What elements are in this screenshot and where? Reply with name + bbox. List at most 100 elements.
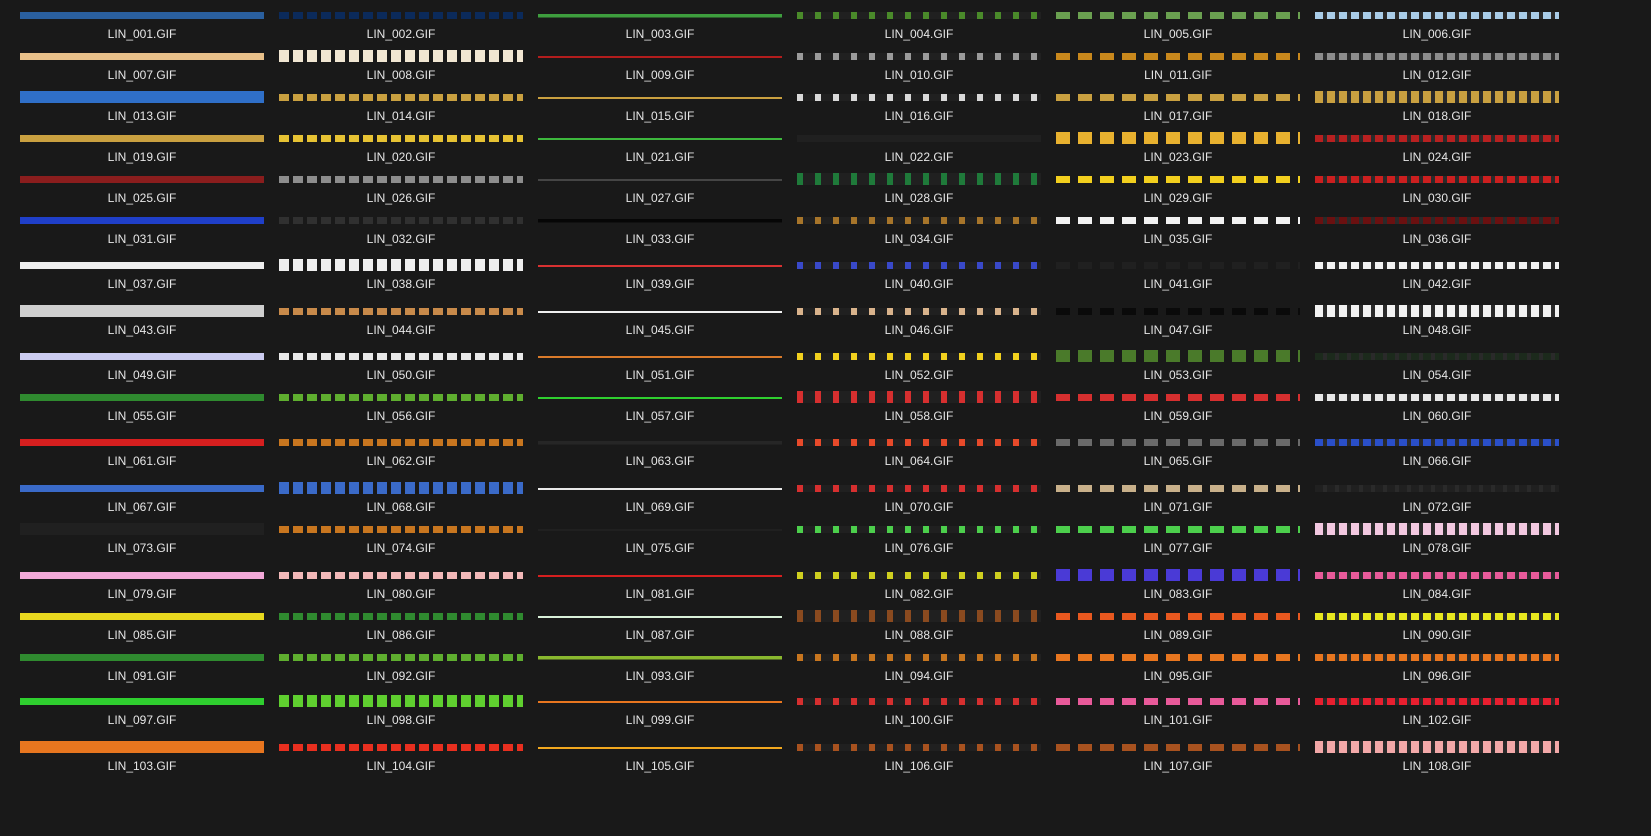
file-item[interactable]: LIN_009.GIF (518, 53, 782, 93)
file-item[interactable]: LIN_066.GIF (1295, 439, 1559, 479)
file-item[interactable]: LIN_089.GIF (1036, 613, 1300, 653)
file-item[interactable]: LIN_102.GIF (1295, 698, 1559, 738)
file-item[interactable]: LIN_003.GIF (518, 9, 782, 52)
file-item[interactable]: LIN_046.GIF (777, 308, 1041, 348)
file-item[interactable]: LIN_008.GIF (259, 50, 523, 93)
file-item[interactable]: LIN_071.GIF (1036, 485, 1300, 525)
file-item[interactable]: LIN_031.GIF (0, 217, 264, 257)
file-item[interactable]: LIN_006.GIF (1295, 12, 1559, 52)
file-item[interactable]: LIN_042.GIF (1295, 262, 1559, 302)
file-item[interactable]: LIN_058.GIF (777, 391, 1041, 434)
file-item[interactable]: LIN_055.GIF (0, 394, 264, 434)
file-item[interactable]: LIN_048.GIF (1295, 305, 1559, 348)
file-item[interactable]: LIN_097.GIF (0, 698, 264, 738)
file-item[interactable]: LIN_074.GIF (259, 526, 523, 566)
file-item[interactable]: LIN_088.GIF (777, 610, 1041, 653)
file-item[interactable]: LIN_107.GIF (1036, 744, 1300, 784)
file-item[interactable]: LIN_090.GIF (1295, 613, 1559, 653)
file-item[interactable]: LIN_082.GIF (777, 572, 1041, 612)
file-item[interactable]: LIN_016.GIF (777, 94, 1041, 134)
file-item[interactable]: LIN_079.GIF (0, 572, 264, 612)
file-item[interactable]: LIN_035.GIF (1036, 217, 1300, 257)
file-item[interactable]: LIN_036.GIF (1295, 217, 1559, 257)
file-item[interactable]: LIN_068.GIF (259, 482, 523, 525)
file-item[interactable]: LIN_012.GIF (1295, 53, 1559, 93)
file-item[interactable]: LIN_037.GIF (0, 262, 264, 302)
file-item[interactable]: LIN_039.GIF (518, 262, 782, 302)
file-item[interactable]: LIN_084.GIF (1295, 572, 1559, 612)
file-item[interactable]: LIN_070.GIF (777, 485, 1041, 525)
file-item[interactable]: LIN_105.GIF (518, 744, 782, 784)
file-item[interactable]: LIN_083.GIF (1036, 569, 1300, 612)
file-item[interactable]: LIN_023.GIF (1036, 132, 1300, 175)
file-item[interactable]: LIN_106.GIF (777, 744, 1041, 784)
file-item[interactable]: LIN_067.GIF (0, 485, 264, 525)
file-item[interactable]: LIN_038.GIF (259, 259, 523, 302)
file-item[interactable]: LIN_075.GIF (518, 526, 782, 566)
file-item[interactable]: LIN_011.GIF (1036, 53, 1300, 93)
file-item[interactable]: LIN_054.GIF (1295, 353, 1559, 393)
file-item[interactable]: LIN_073.GIF (0, 523, 264, 566)
file-item[interactable]: LIN_108.GIF (1295, 741, 1559, 784)
file-item[interactable]: LIN_080.GIF (259, 572, 523, 612)
file-item[interactable]: LIN_014.GIF (259, 94, 523, 134)
file-item[interactable]: LIN_085.GIF (0, 613, 264, 653)
file-item[interactable]: LIN_091.GIF (0, 654, 264, 694)
file-item[interactable]: LIN_004.GIF (777, 12, 1041, 52)
file-item[interactable]: LIN_064.GIF (777, 439, 1041, 479)
file-item[interactable]: LIN_076.GIF (777, 526, 1041, 566)
file-item[interactable]: LIN_010.GIF (777, 53, 1041, 93)
file-item[interactable]: LIN_069.GIF (518, 485, 782, 525)
file-item[interactable]: LIN_041.GIF (1036, 262, 1300, 302)
file-item[interactable]: LIN_021.GIF (518, 135, 782, 175)
file-item[interactable]: LIN_056.GIF (259, 394, 523, 434)
file-item[interactable]: LIN_060.GIF (1295, 394, 1559, 434)
file-item[interactable]: LIN_018.GIF (1295, 91, 1559, 134)
file-item[interactable]: LIN_025.GIF (0, 176, 264, 216)
file-item[interactable]: LIN_077.GIF (1036, 526, 1300, 566)
file-item[interactable]: LIN_032.GIF (259, 217, 523, 257)
file-item[interactable]: LIN_053.GIF (1036, 350, 1300, 393)
file-item[interactable]: LIN_081.GIF (518, 572, 782, 612)
file-item[interactable]: LIN_092.GIF (259, 654, 523, 694)
file-item[interactable]: LIN_052.GIF (777, 353, 1041, 393)
file-item[interactable]: LIN_059.GIF (1036, 394, 1300, 434)
file-item[interactable]: LIN_017.GIF (1036, 94, 1300, 134)
file-item[interactable]: LIN_044.GIF (259, 308, 523, 348)
file-item[interactable]: LIN_093.GIF (518, 651, 782, 694)
file-item[interactable]: LIN_057.GIF (518, 394, 782, 434)
file-item[interactable]: LIN_062.GIF (259, 439, 523, 479)
file-item[interactable]: LIN_098.GIF (259, 695, 523, 738)
file-item[interactable]: LIN_001.GIF (0, 12, 264, 52)
file-item[interactable]: LIN_086.GIF (259, 613, 523, 653)
file-item[interactable]: LIN_063.GIF (518, 436, 782, 479)
file-item[interactable]: LIN_024.GIF (1295, 135, 1559, 175)
file-item[interactable]: LIN_029.GIF (1036, 176, 1300, 216)
file-item[interactable]: LIN_078.GIF (1295, 523, 1559, 566)
file-item[interactable]: LIN_033.GIF (518, 214, 782, 257)
file-item[interactable]: LIN_101.GIF (1036, 698, 1300, 738)
file-item[interactable]: LIN_043.GIF (0, 305, 264, 348)
file-item[interactable]: LIN_047.GIF (1036, 308, 1300, 348)
file-item[interactable]: LIN_061.GIF (0, 439, 264, 479)
file-item[interactable]: LIN_072.GIF (1295, 485, 1559, 525)
file-item[interactable]: LIN_045.GIF (518, 308, 782, 348)
file-item[interactable]: LIN_022.GIF (777, 135, 1041, 175)
file-item[interactable]: LIN_002.GIF (259, 12, 523, 52)
file-item[interactable]: LIN_040.GIF (777, 262, 1041, 302)
file-item[interactable]: LIN_104.GIF (259, 744, 523, 784)
file-item[interactable]: LIN_028.GIF (777, 173, 1041, 216)
file-item[interactable]: LIN_034.GIF (777, 217, 1041, 257)
file-item[interactable]: LIN_027.GIF (518, 176, 782, 216)
file-item[interactable]: LIN_051.GIF (518, 353, 782, 393)
file-item[interactable]: LIN_005.GIF (1036, 12, 1300, 52)
file-item[interactable]: LIN_026.GIF (259, 176, 523, 216)
file-item[interactable]: LIN_050.GIF (259, 353, 523, 393)
file-item[interactable]: LIN_049.GIF (0, 353, 264, 393)
file-item[interactable]: LIN_094.GIF (777, 654, 1041, 694)
file-item[interactable]: LIN_030.GIF (1295, 176, 1559, 216)
file-item[interactable]: LIN_013.GIF (0, 91, 264, 134)
file-item[interactable]: LIN_087.GIF (518, 613, 782, 653)
file-item[interactable]: LIN_007.GIF (0, 53, 264, 93)
file-item[interactable]: LIN_096.GIF (1295, 654, 1559, 694)
